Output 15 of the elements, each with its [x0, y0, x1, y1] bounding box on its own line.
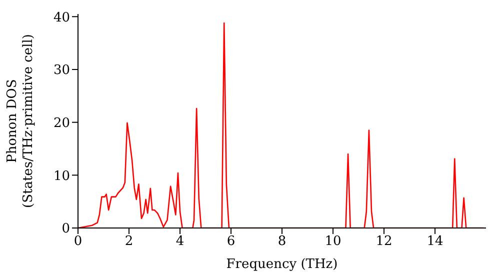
x-axis-title: Frequency (THz) [226, 257, 338, 272]
x-tick-label: 10 [324, 234, 342, 250]
x-tick-label: 0 [74, 234, 82, 250]
x-tick-label: 4 [176, 234, 184, 250]
y-tick-label: 0 [62, 222, 70, 237]
y-axis-title: Phonon DOS (States/THz·primitive cell) [5, 34, 36, 208]
y-tick-label: 40 [53, 10, 70, 26]
x-tick-label: 8 [278, 234, 286, 250]
y-tick-label: 10 [53, 168, 70, 184]
y-tick-label: 20 [53, 116, 70, 131]
x-tick-label: 6 [226, 234, 236, 250]
x-tick-label: 12 [376, 234, 392, 250]
x-tick-label: 2 [124, 234, 134, 250]
y-tick-label: 30 [53, 63, 70, 78]
x-tick-label: 14 [426, 234, 444, 250]
